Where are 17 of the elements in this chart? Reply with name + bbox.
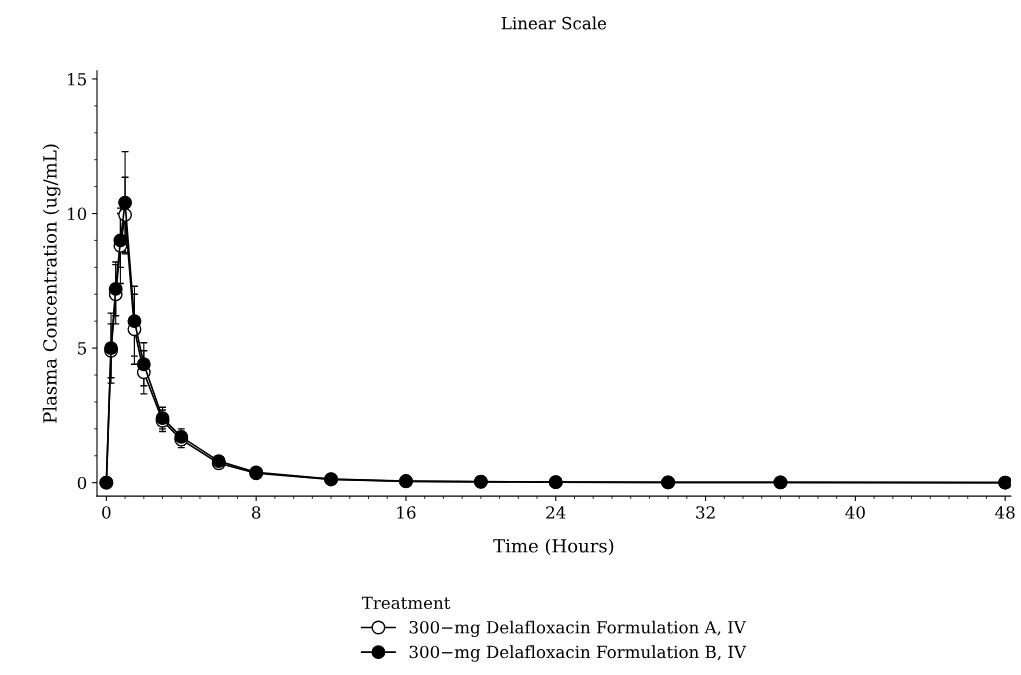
x-tick-label: 16 [397, 506, 416, 519]
y-tick-label: 10 [68, 207, 87, 221]
y-axis-title: Plasma Concentration (ug/mL) [42, 144, 61, 423]
legend-title: Treatment [361, 596, 451, 610]
y-tick-label: 0 [77, 476, 87, 490]
x-tick-label: 40 [845, 506, 865, 519]
x-tick-label: 32 [696, 506, 715, 519]
x-tick-label: 48 [995, 506, 1015, 519]
legend-label: 300−mg Delafloxacin Formulation A, IV [409, 620, 747, 638]
chart-title: Linear Scale [501, 16, 607, 30]
x-tick-label: 8 [251, 506, 261, 519]
x-tick-label: 24 [546, 506, 566, 519]
y-tick-label: 5 [78, 342, 86, 355]
x-tick-label: 0 [102, 506, 111, 519]
legend-label: 300−mg Delafloxacin Formulation B, IV [409, 645, 747, 662]
x-axis-title: Time (Hours) [493, 538, 614, 556]
y-tick-label: 15 [68, 72, 86, 86]
